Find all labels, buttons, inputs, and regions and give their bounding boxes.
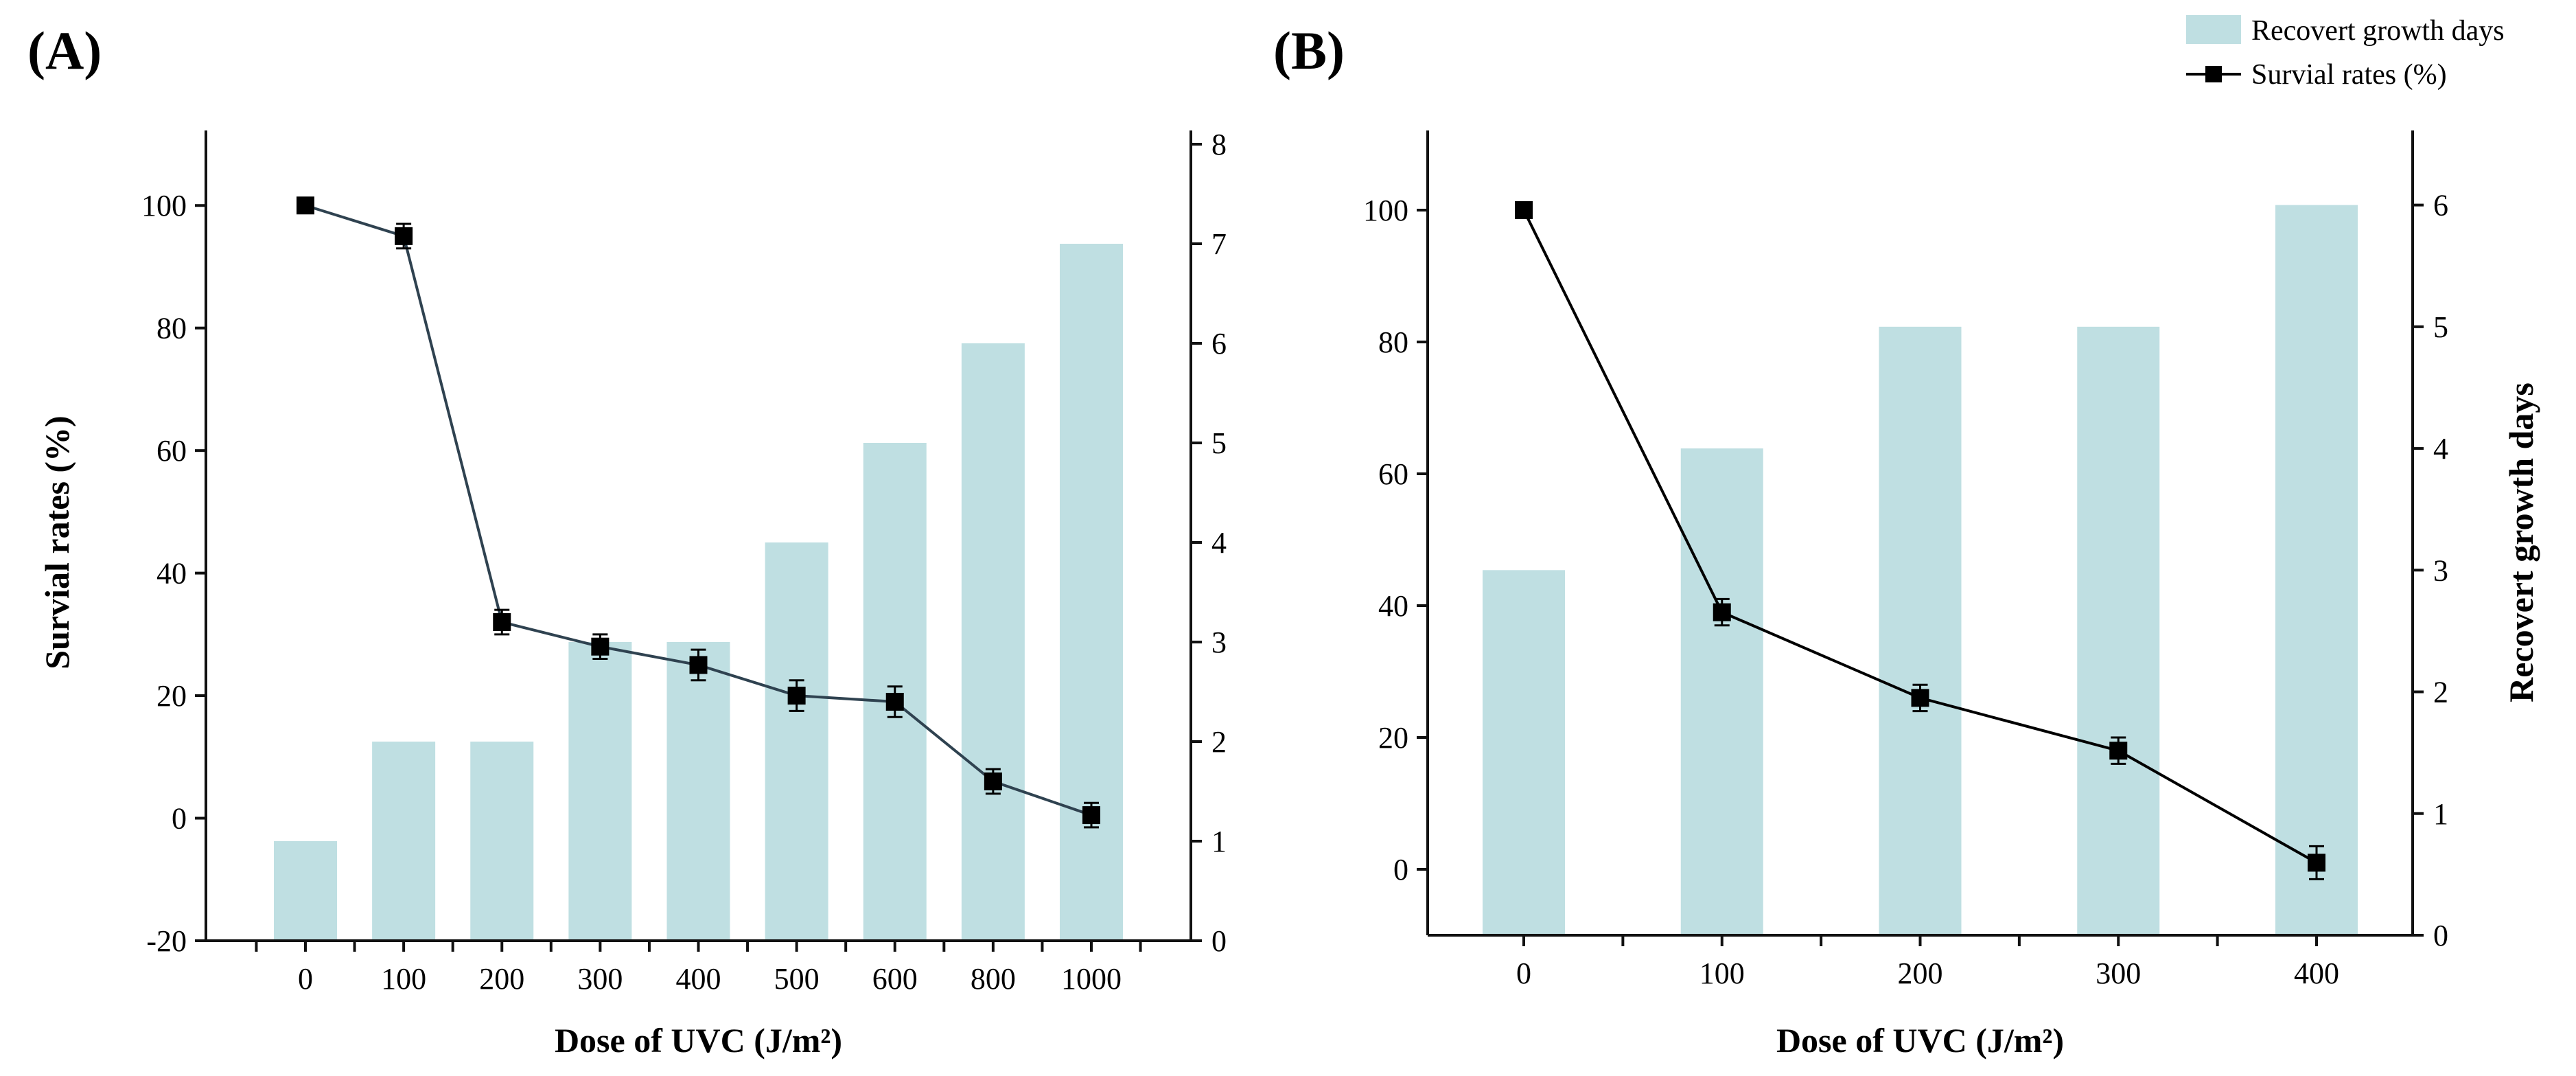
panel-b-survival-point-400 xyxy=(2308,854,2325,872)
panel-a-bar-200 xyxy=(470,742,534,941)
panel-a-bar-800 xyxy=(961,343,1025,941)
panel-b-bar-100 xyxy=(1680,448,1763,935)
panel-a-ytick-label: 20 xyxy=(156,679,187,713)
panel-a-ytick-label: 80 xyxy=(156,312,187,345)
panel-a-survival-point-100 xyxy=(395,227,413,245)
panel-a-xtick-label: 400 xyxy=(676,962,721,996)
panel-a-survival-point-800 xyxy=(984,772,1002,790)
panel-b-x-title: Dose of UVC (J/m²) xyxy=(1776,1021,2064,1060)
panel-a-survival-series xyxy=(297,196,1100,829)
panel-b-xtick-label: 0 xyxy=(1516,957,1531,990)
panel-b-survival-point-300 xyxy=(2109,742,2128,760)
panel-a-xtick-label: 800 xyxy=(971,962,1016,996)
panel-a-y2tick-label: 4 xyxy=(1211,526,1227,560)
panel-b-label: (B) xyxy=(1273,21,1345,80)
panel-a-bar-1000 xyxy=(1060,244,1123,941)
panel-a-survival-point-1000 xyxy=(1082,806,1100,825)
panel-b-y2tick-label: 4 xyxy=(2433,432,2448,466)
panel-a-bar-300 xyxy=(568,642,632,941)
panel-b-xtick-label: 200 xyxy=(1898,957,1943,990)
panel-a-y2tick-label: 7 xyxy=(1211,227,1227,261)
panel-a-y2tick-label: 2 xyxy=(1211,725,1227,759)
panel-a-survival-point-500 xyxy=(787,687,806,705)
panel-a-survival-point-600 xyxy=(885,693,904,711)
panel-a-bar-400 xyxy=(666,642,730,941)
panel-b-ytick-label: 40 xyxy=(1378,589,1408,623)
panel-a-survival-point-0 xyxy=(297,196,314,215)
panel-a-y-title: Survial rates (%) xyxy=(38,415,76,669)
legend-bar-swatch xyxy=(2186,15,2241,44)
panel-a-bar-100 xyxy=(372,742,436,941)
panel-a-xtick-label: 200 xyxy=(479,962,524,996)
panel-a-ytick-label: -20 xyxy=(146,924,187,958)
panel-b-bar-400 xyxy=(2275,205,2358,936)
panel-a-xtick-label: 100 xyxy=(381,962,426,996)
panel-a-y2tick-label: 1 xyxy=(1211,825,1227,858)
panel-b-survival-point-200 xyxy=(1911,689,1929,707)
panel-a-xtick-label: 600 xyxy=(872,962,918,996)
panel-b-bars xyxy=(1483,205,2358,936)
panel-a-bars xyxy=(274,244,1123,941)
panel-b-xtick-label: 300 xyxy=(2096,957,2141,990)
panel-b-ytick-label: 80 xyxy=(1378,325,1408,359)
panel-b-y2tick-label: 1 xyxy=(2433,797,2448,831)
panel-b-ytick-label: 20 xyxy=(1378,721,1408,755)
panel-b-ytick-label: 60 xyxy=(1378,457,1408,491)
panel-a-xtick-label: 0 xyxy=(298,962,313,996)
legend-bar-label: Recovert growth days xyxy=(2251,15,2505,47)
panel-b-y2-title: Recovert growth days xyxy=(2502,382,2540,702)
legend-marker-swatch xyxy=(2205,66,2222,82)
panel-a-ytick-label: 100 xyxy=(141,189,187,222)
panel-b-y2tick-label: 0 xyxy=(2433,919,2448,952)
panel-a-y2tick-label: 6 xyxy=(1211,327,1227,360)
panel-b-ytick-label: 0 xyxy=(1393,853,1408,886)
panel-b-xtick-label: 100 xyxy=(1699,957,1745,990)
panel-b-y2tick-label: 6 xyxy=(2433,189,2448,222)
panel-b-survival-point-0 xyxy=(1515,201,1533,219)
panel-a-survival-point-300 xyxy=(591,637,610,656)
panel-b-bar-200 xyxy=(1879,326,1962,935)
panel-a-ytick-label: 40 xyxy=(156,557,187,591)
panel-b-y2tick-label: 5 xyxy=(2433,310,2448,344)
panel-a-survival-point-400 xyxy=(689,656,708,674)
panel-a-label: (A) xyxy=(27,21,102,80)
panel-a-bar-500 xyxy=(765,542,828,941)
panel-a-y2tick-label: 0 xyxy=(1211,924,1227,958)
panel-a-xtick-label: 500 xyxy=(774,962,820,996)
panel-b-y2tick-label: 3 xyxy=(2433,553,2448,587)
panel-a-survival-point-200 xyxy=(493,613,511,631)
legend-line-label: Survial rates (%) xyxy=(2251,59,2447,91)
panel-a-y2tick-label: 3 xyxy=(1211,626,1227,659)
panel-b-ytick-label: 100 xyxy=(1363,194,1408,227)
panel-b-bar-300 xyxy=(2077,326,2160,935)
panel-a-xtick-label: 1000 xyxy=(1061,962,1122,996)
panel-a-xtick-label: 300 xyxy=(577,962,623,996)
panel-a-bar-0 xyxy=(274,841,337,941)
panel-a-y2tick-label: 8 xyxy=(1211,128,1227,161)
panel-b-survival-series xyxy=(1515,201,2325,880)
panel-a-ytick-label: 60 xyxy=(156,434,187,468)
panel-a-y2tick-label: 5 xyxy=(1211,426,1227,460)
panel-b-survival-point-100 xyxy=(1713,603,1731,621)
panel-b-bar-0 xyxy=(1483,570,1565,935)
panel-a-x-title: Dose of UVC (J/m²) xyxy=(555,1021,842,1060)
panel-b-y2tick-label: 2 xyxy=(2433,676,2448,709)
panel-b-xtick-label: 400 xyxy=(2294,957,2339,990)
legend: Recovert growth days Survial rates (%) xyxy=(2186,15,2505,91)
panel-a-ytick-label: 0 xyxy=(172,802,187,836)
